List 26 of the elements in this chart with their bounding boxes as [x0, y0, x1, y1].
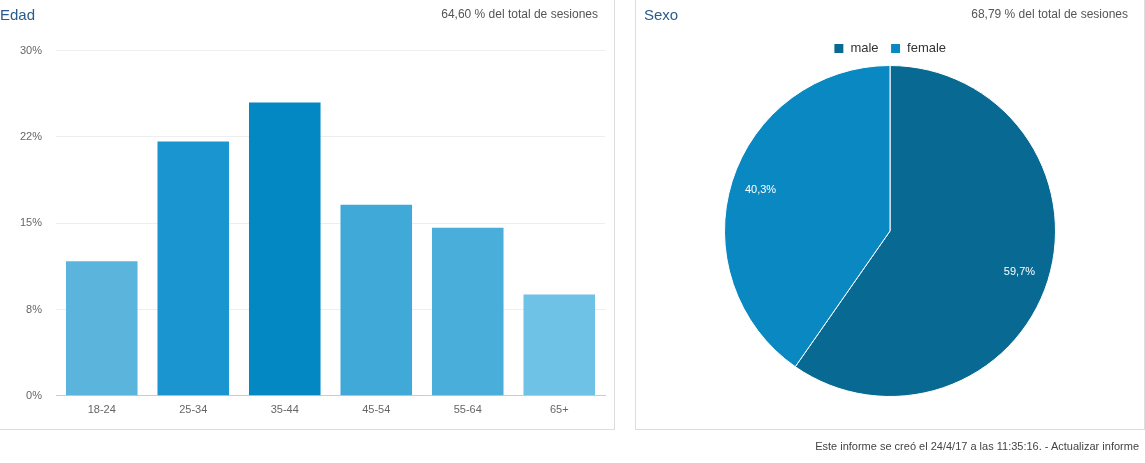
chart-title: Sexo [644, 6, 679, 23]
legend-label: male [850, 40, 879, 56]
bar [157, 141, 230, 396]
bar [523, 294, 596, 396]
x-tick-label: 45-54 [362, 403, 391, 416]
y-tick-label: 8% [26, 302, 43, 315]
x-tick-label: 25-34 [179, 403, 208, 416]
bar [248, 102, 321, 396]
x-tick-label: 55-64 [453, 403, 482, 416]
data-label: 40,3% [744, 183, 777, 196]
chart-title: Edad [0, 6, 36, 23]
x-tick-label: 65+ [549, 403, 569, 416]
chart-subtitle: 68,79 % del total de sesiones [971, 7, 1128, 21]
x-tick-label: 18-24 [87, 403, 116, 416]
text: Este informe se creó el 24/4/17 a las 11:35:16. - Actualizar informe [815, 440, 1139, 452]
bar [340, 204, 413, 396]
legend-label: female [907, 40, 947, 56]
chart-subtitle: 64,60 % del total de sesiones [441, 7, 598, 21]
y-tick-label: 15% [19, 216, 43, 229]
bar [65, 261, 138, 396]
y-tick-label: 0% [26, 388, 43, 401]
y-tick-label: 22% [19, 129, 43, 142]
x-tick-label: 35-44 [270, 403, 299, 416]
y-tick-label: 30% [19, 43, 43, 56]
data-label: 59,7% [1003, 264, 1036, 277]
bar [431, 227, 504, 396]
